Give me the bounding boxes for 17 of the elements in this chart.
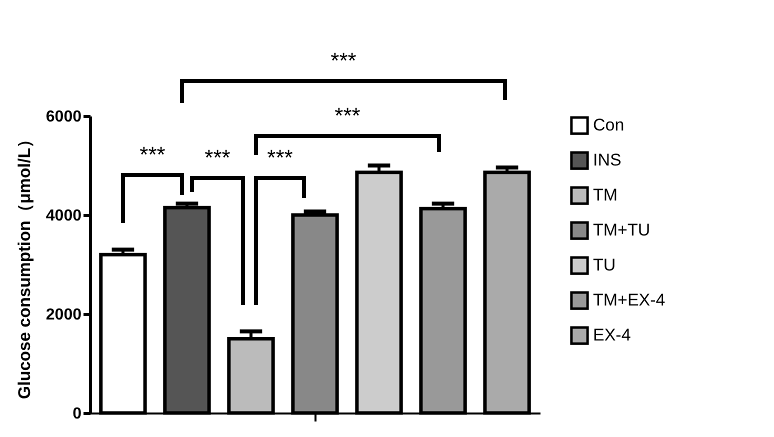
- legend-label: INS: [593, 150, 622, 170]
- y-tick-label: 4000: [46, 208, 82, 224]
- y-tick-label: 6000: [46, 108, 82, 126]
- y-axis-title: Glucose consumption（μmol/L）: [14, 130, 34, 400]
- legend-label: Con: [593, 116, 624, 134]
- legend-label: TM: [593, 186, 618, 204]
- y-tick-label: 2000: [46, 306, 82, 324]
- annotation: ***: [267, 145, 294, 170]
- y-tick-label: 0: [72, 406, 82, 422]
- annotation: ***: [140, 142, 166, 167]
- legend-label: EX-4: [593, 326, 631, 344]
- legend-label: TM+TU: [593, 220, 650, 240]
- annotation: ***: [334, 103, 361, 128]
- legend-label: TM+EX-4: [593, 290, 666, 310]
- legend-label: TU: [593, 256, 616, 274]
- annotation: ***: [204, 145, 231, 170]
- text: ***: [330, 48, 357, 73]
